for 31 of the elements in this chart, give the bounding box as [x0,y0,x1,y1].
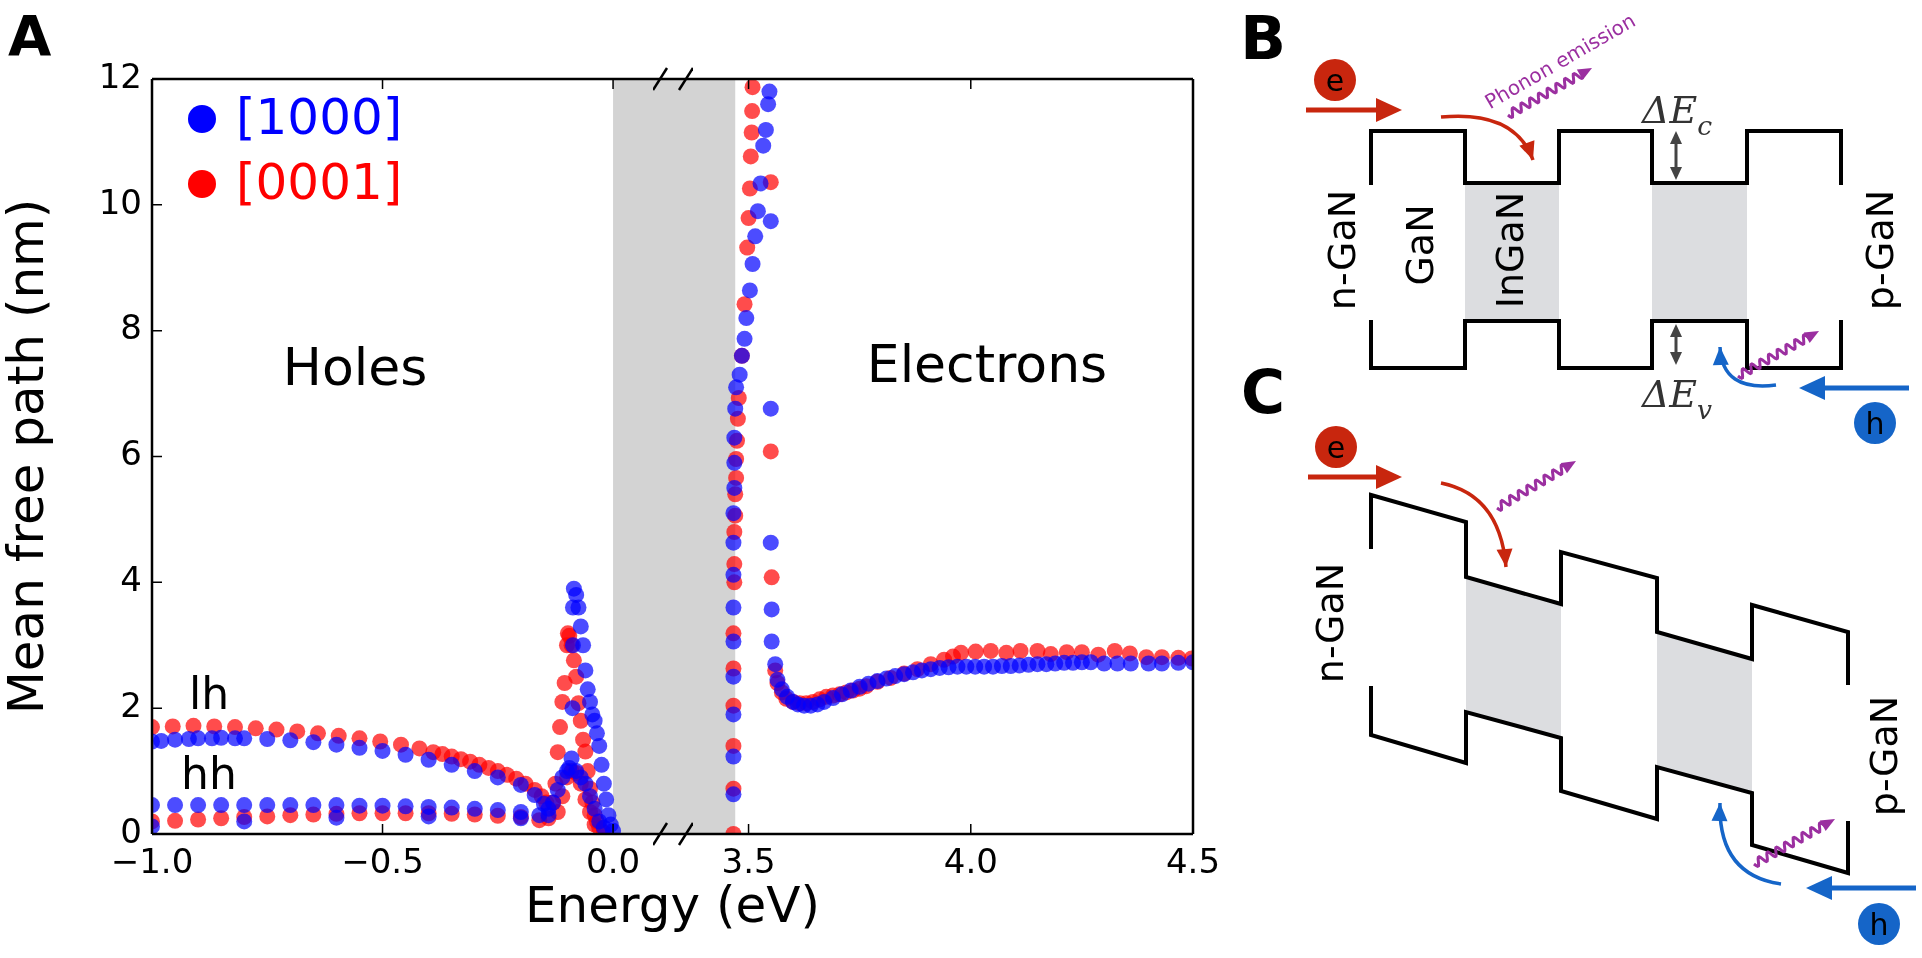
y-tick-label: 6 [120,433,142,474]
text: ΔE$_{c}$ [1639,88,1713,141]
text: e [1326,429,1346,465]
annotation: Holes [282,336,428,397]
x-tick-label: 4.5 [1165,841,1221,882]
text: e [1325,62,1345,98]
text: h [1869,906,1889,942]
y-tick-label: 0 [120,810,142,851]
y-tick-label: 8 [120,307,142,348]
legend-label: [1000] [236,87,403,146]
legend-label: [0001] [236,152,403,211]
x-tick-label: −0.5 [341,841,424,882]
y-tick-label: 4 [120,559,142,600]
x-tick-label: 4.0 [943,841,998,882]
annotation: lh [188,668,230,720]
text: p-GaN [1858,189,1902,311]
text: n-GaN [1308,562,1352,684]
text: ΔE$_{v}$ [1639,372,1713,425]
y-axis-title: Mean free path (nm) [0,198,55,715]
annotation: hh [181,748,237,800]
text: n-GaN [1320,189,1364,311]
text: C [1240,357,1286,427]
text: B [1240,3,1286,73]
text: p-GaN [1862,695,1906,817]
text: InGaN [1488,191,1532,309]
text: h [1865,405,1885,441]
y-tick-label: 12 [98,55,142,96]
text: GaN [1398,204,1442,286]
y-tick-label: 2 [120,684,142,725]
y-tick-label: 10 [98,181,142,222]
chart-title: A [8,3,52,68]
